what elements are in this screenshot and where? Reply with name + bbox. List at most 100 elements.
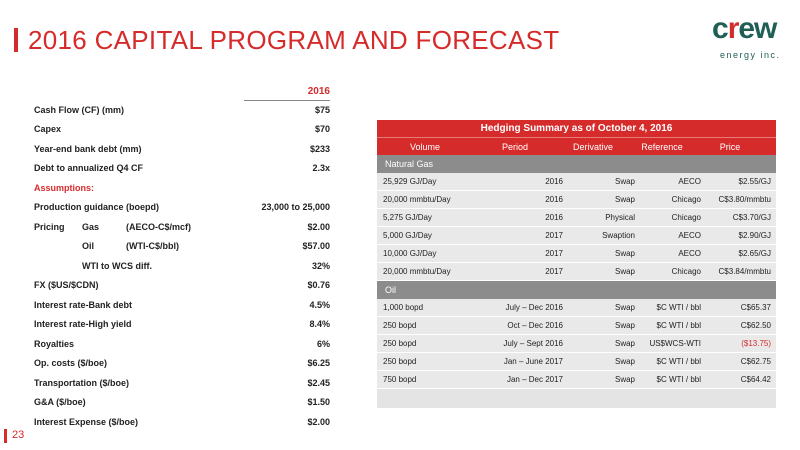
cell-reference: AECO [678, 249, 701, 258]
table-row: Debt to annualized Q4 CF 2.3x [34, 163, 330, 174]
table-row: 20,000 mmbtu/Day 2017 Swap Chicago C$3.84/mm… [377, 263, 776, 281]
cell-volume: 5,275 GJ/Day [383, 213, 432, 222]
forecast-table: 2016 Cash Flow (CF) (mm) $75 Capex $70 Yea… [34, 82, 330, 432]
crew-logo: crew energy inc. [700, 12, 790, 62]
cell-period: Oct – Dec 2016 [507, 321, 563, 330]
col-price: Price [719, 141, 741, 152]
cell-price: C$3.84/mmbtu [718, 267, 771, 276]
table-row: Production guidance (boepd) 23,000 to 25,… [34, 202, 330, 213]
cell-reference: Chicago [671, 195, 701, 204]
cell-reference: $C WTI / bbl [656, 303, 701, 312]
cell-period: Jan – June 2017 [503, 357, 563, 366]
cell-volume: 20,000 mmbtu/Day [383, 267, 451, 276]
cell-period: 2016 [545, 213, 563, 222]
cell-volume: 250 bopd [383, 339, 417, 348]
logo-wordmark: crew [712, 12, 777, 45]
table-row: Cash Flow (CF) (mm) $75 [34, 104, 330, 115]
table-row: Royalties 6% [34, 338, 330, 349]
table-row: 25,929 GJ/Day 2016 Swap AECO $2.55/GJ [377, 173, 776, 191]
table-row: Interest Expense ($/boe) $2.00 [34, 416, 330, 427]
cell-reference: Chicago [671, 213, 701, 222]
cell-period: 2016 [545, 177, 563, 186]
table-row: 5,275 GJ/Day 2016 Physical Chicago C$3.70/GJ [377, 209, 776, 227]
cell-derivative: Swap [614, 177, 635, 186]
cell-reference: $C WTI / bbl [656, 375, 701, 384]
cell-price: C$3.70/GJ [732, 213, 771, 222]
table-row: 750 bopd Jan – Dec 2017 Swap $C WTI / bbl C$… [377, 371, 776, 389]
cell-period: 2017 [545, 267, 563, 276]
table-row: WTI to WCS diff. 32% [82, 260, 330, 271]
cell-price: $2.55/GJ [738, 177, 771, 186]
table-row: G&A ($/boe) $1.50 [34, 397, 330, 408]
table-row: 250 bopd Jan – June 2017 Swap $C WTI / bbl C… [377, 353, 776, 371]
cell-derivative: Swap [614, 375, 635, 384]
logo-subtitle: energy inc. [720, 50, 781, 60]
col-derivative: Derivative [572, 141, 613, 152]
cell-reference: Chicago [671, 267, 701, 276]
cell-price: C$3.80/mmbtu [718, 195, 771, 204]
cell-volume: 25,929 GJ/Day [383, 177, 437, 186]
table-row: Interest rate-Bank debt 4.5% [34, 299, 330, 310]
cell-reference: $C WTI / bbl [656, 357, 701, 366]
cell-volume: 10,000 GJ/Day [383, 249, 437, 258]
cell-derivative: Swap [614, 195, 635, 204]
cell-derivative: Swaption [602, 231, 635, 240]
cell-price: C$65.37 [740, 303, 771, 312]
col-period: Period [501, 141, 528, 152]
cell-reference: $C WTI / bbl [656, 321, 701, 330]
table-row: 5,000 GJ/Day 2017 Swaption AECO $2.90/GJ [377, 227, 776, 245]
cell-period: Jan – Dec 2017 [506, 375, 563, 384]
cell-price: C$62.75 [740, 357, 771, 366]
forecast-year-header: 2016 [307, 85, 330, 97]
cell-derivative: Swap [614, 303, 635, 312]
cell-reference: US$WCS-WTI [649, 339, 701, 348]
cell-price: $2.90/GJ [738, 231, 771, 240]
cell-volume: 5,000 GJ/Day [383, 231, 432, 240]
cell-derivative: Physical [605, 213, 635, 222]
cell-volume: 1,000 bopd [383, 303, 424, 312]
cell-price: C$64.42 [740, 375, 771, 384]
cell-volume: 250 bopd [383, 357, 417, 366]
table-row: Capex $70 [34, 124, 330, 135]
title-accent-bar [14, 28, 18, 52]
cell-period: July – Sept 2016 [503, 339, 563, 348]
cell-volume: 750 bopd [383, 375, 417, 384]
cell-derivative: Swap [614, 321, 635, 330]
table-row: 20,000 mmbtu/Day 2016 Swap Chicago C$3.80/mm… [377, 191, 776, 209]
table-row: Interest rate-High yield 8.4% [34, 319, 330, 330]
cell-period: 2016 [545, 195, 563, 204]
cell-derivative: Swap [614, 339, 635, 348]
cell-period: 2017 [545, 231, 563, 240]
page-title: 2016 CAPITAL PROGRAM AND FORECAST [28, 25, 560, 55]
col-volume: Volume [409, 141, 441, 152]
year-header-underline [244, 100, 330, 101]
cell-volume: 250 bopd [383, 321, 417, 330]
hedging-footer [377, 389, 776, 408]
hedging-section-header: Natural Gas [377, 155, 776, 173]
table-row: Op. costs ($/boe) $6.25 [34, 358, 330, 369]
cell-reference: AECO [678, 231, 701, 240]
hedging-summary-table: Hedging Summary as of October 4, 2016 Vo… [377, 120, 776, 408]
table-row: 1,000 bopd July – Dec 2016 Swap $C WTI / bb… [377, 299, 776, 317]
cell-period: July – Dec 2016 [505, 303, 563, 312]
page-number: 23 [0, 425, 34, 445]
table-row: Pricing Gas (AECO-C$/mcf) $2.00 [34, 221, 330, 232]
cell-volume: 20,000 mmbtu/Day [383, 195, 451, 204]
table-row: Oil (WTI-C$/bbl) $57.00 [82, 241, 330, 252]
cell-derivative: Swap [614, 249, 635, 258]
table-row: FX ($US/$CDN) $0.76 [34, 280, 330, 291]
cell-derivative: Swap [614, 267, 635, 276]
cell-period: 2017 [545, 249, 563, 258]
hedging-title: Hedging Summary as of October 4, 2016 [377, 120, 776, 137]
page-number-accent [4, 429, 7, 443]
table-row: Year-end bank debt (mm) $233 [34, 143, 330, 154]
cell-reference: AECO [678, 177, 701, 186]
cell-price: $2.65/GJ [738, 249, 771, 258]
table-row: 250 bopd July – Sept 2016 Swap US$WCS-WTI ($… [377, 335, 776, 353]
table-row: 250 bopd Oct – Dec 2016 Swap $C WTI / bbl C$… [377, 317, 776, 335]
table-row: 10,000 GJ/Day 2017 Swap AECO $2.65/GJ [377, 245, 776, 263]
assumptions-heading: Assumptions: [34, 182, 95, 193]
col-reference: Reference [641, 141, 683, 152]
hedging-column-headers: Volume Period Derivative Reference Price [377, 137, 776, 155]
hedging-section-header: Oil [377, 281, 776, 299]
